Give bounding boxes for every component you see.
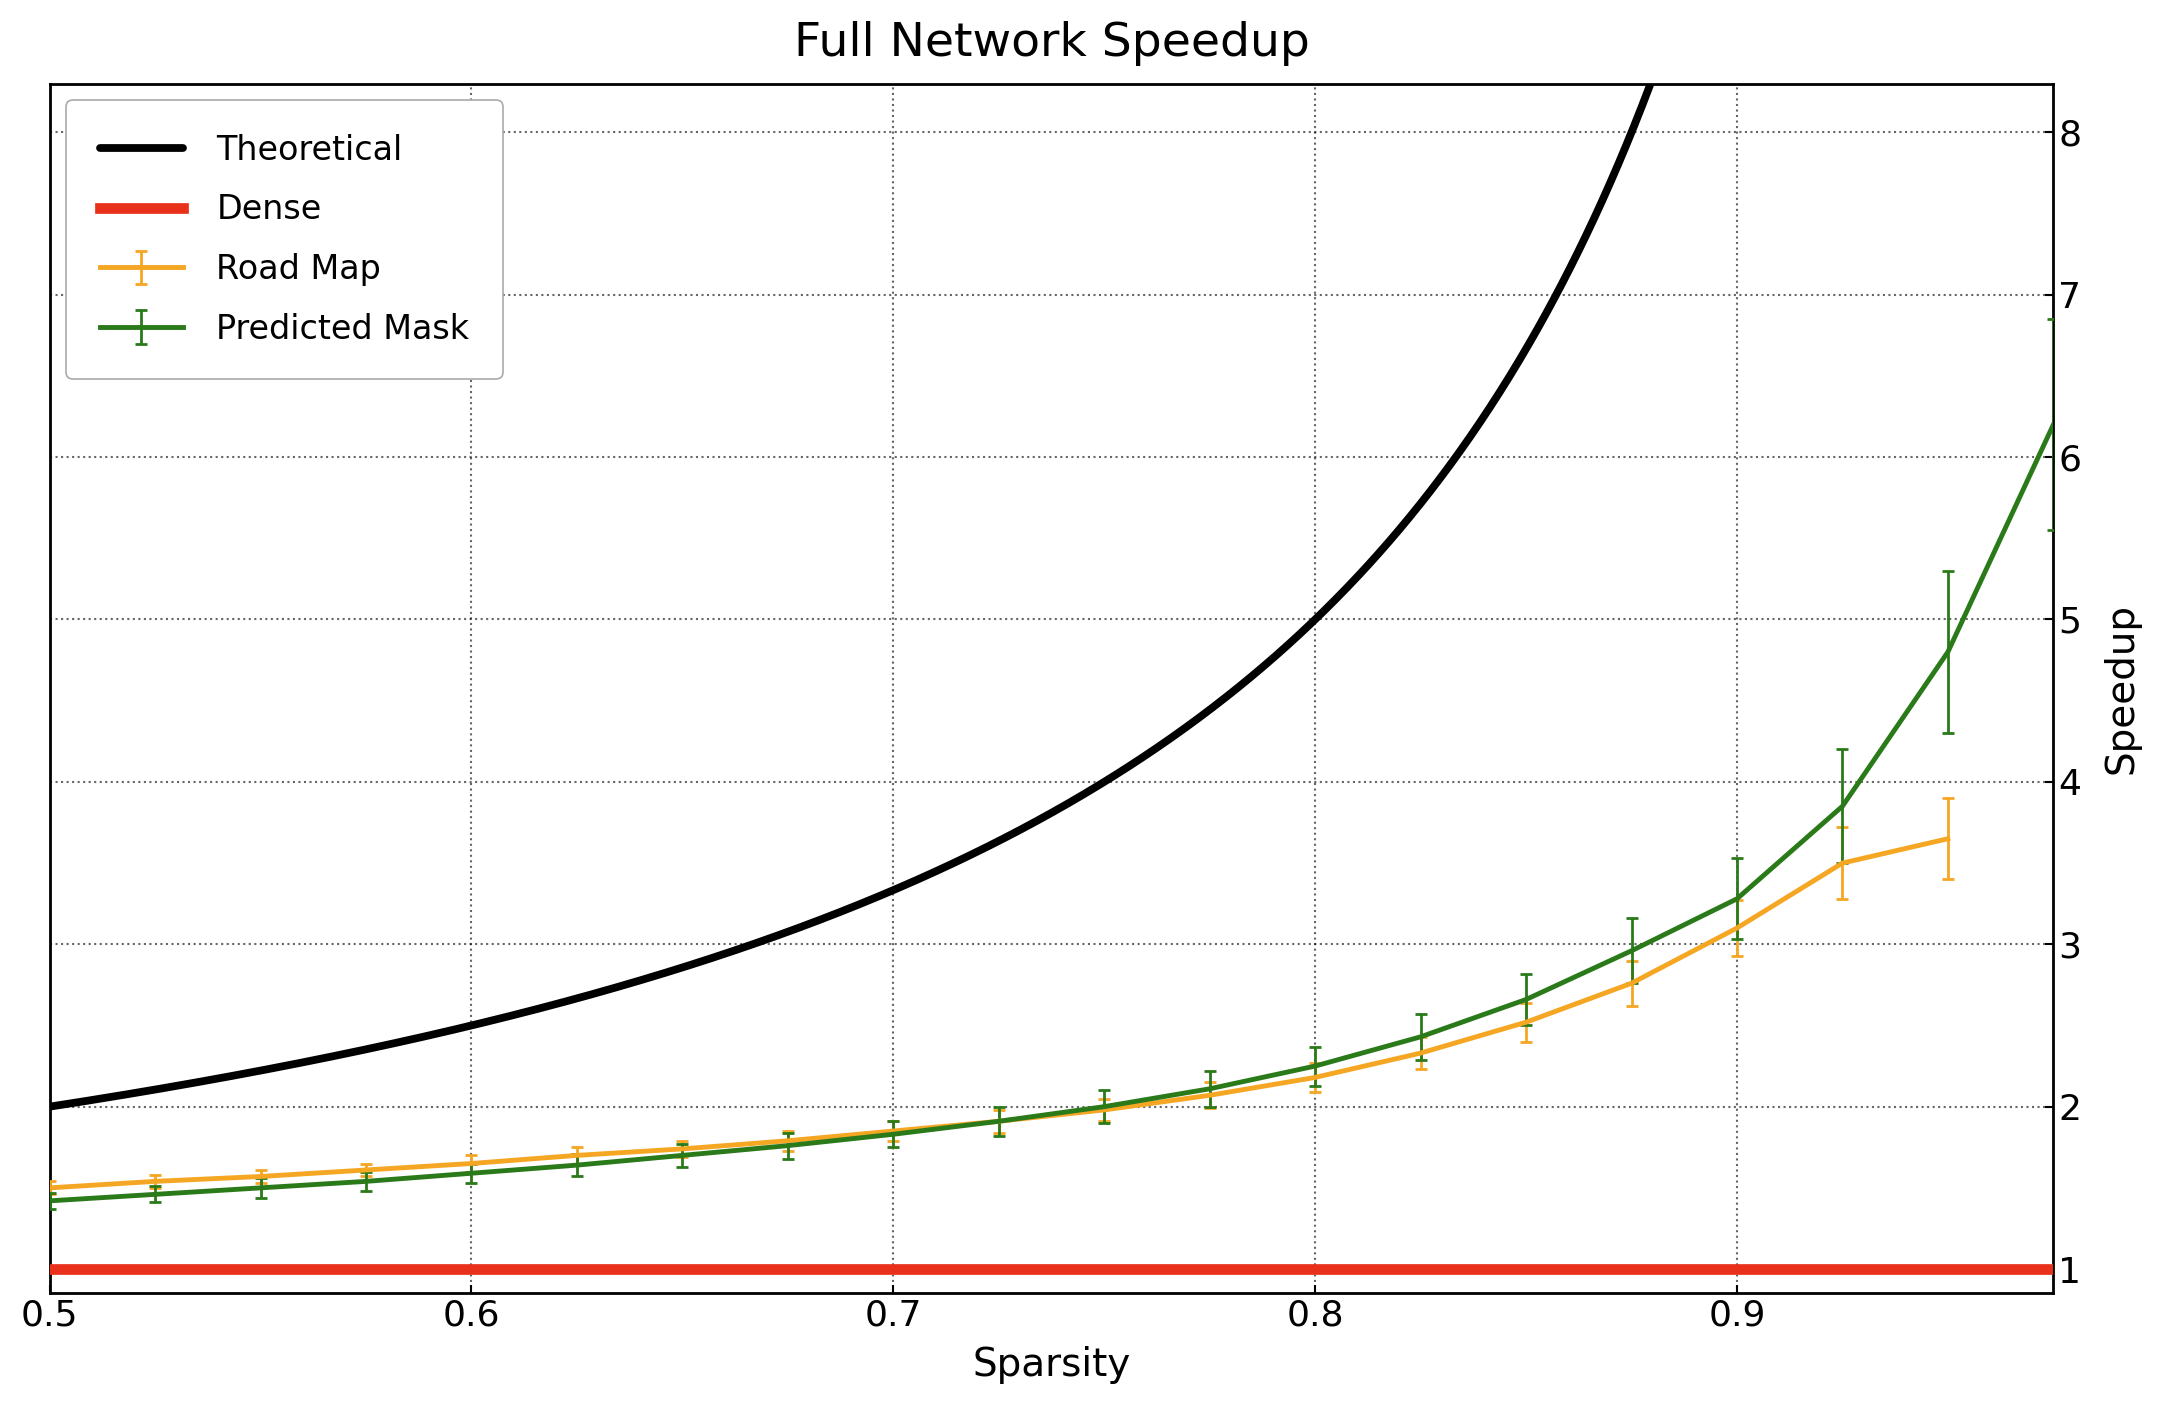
Line: Theoretical: Theoretical	[50, 0, 2053, 1107]
Theoretical	[37, 1099, 63, 1116]
X-axis label: Sparsity: Sparsity	[972, 1346, 1130, 1384]
Theoretical	[918, 864, 944, 881]
Theoretical	[847, 895, 873, 912]
Legend: Theoretical, Dense, Road Map, Predicted Mask: Theoretical, Dense, Road Map, Predicted …	[67, 100, 504, 379]
Title: Full Network Speedup: Full Network Speedup	[793, 21, 1310, 66]
Y-axis label: Speedup: Speedup	[2103, 603, 2139, 774]
Theoretical	[1413, 489, 1439, 506]
Theoretical	[242, 1064, 268, 1080]
Theoretical	[1599, 170, 1625, 187]
Theoretical	[1636, 81, 1662, 98]
